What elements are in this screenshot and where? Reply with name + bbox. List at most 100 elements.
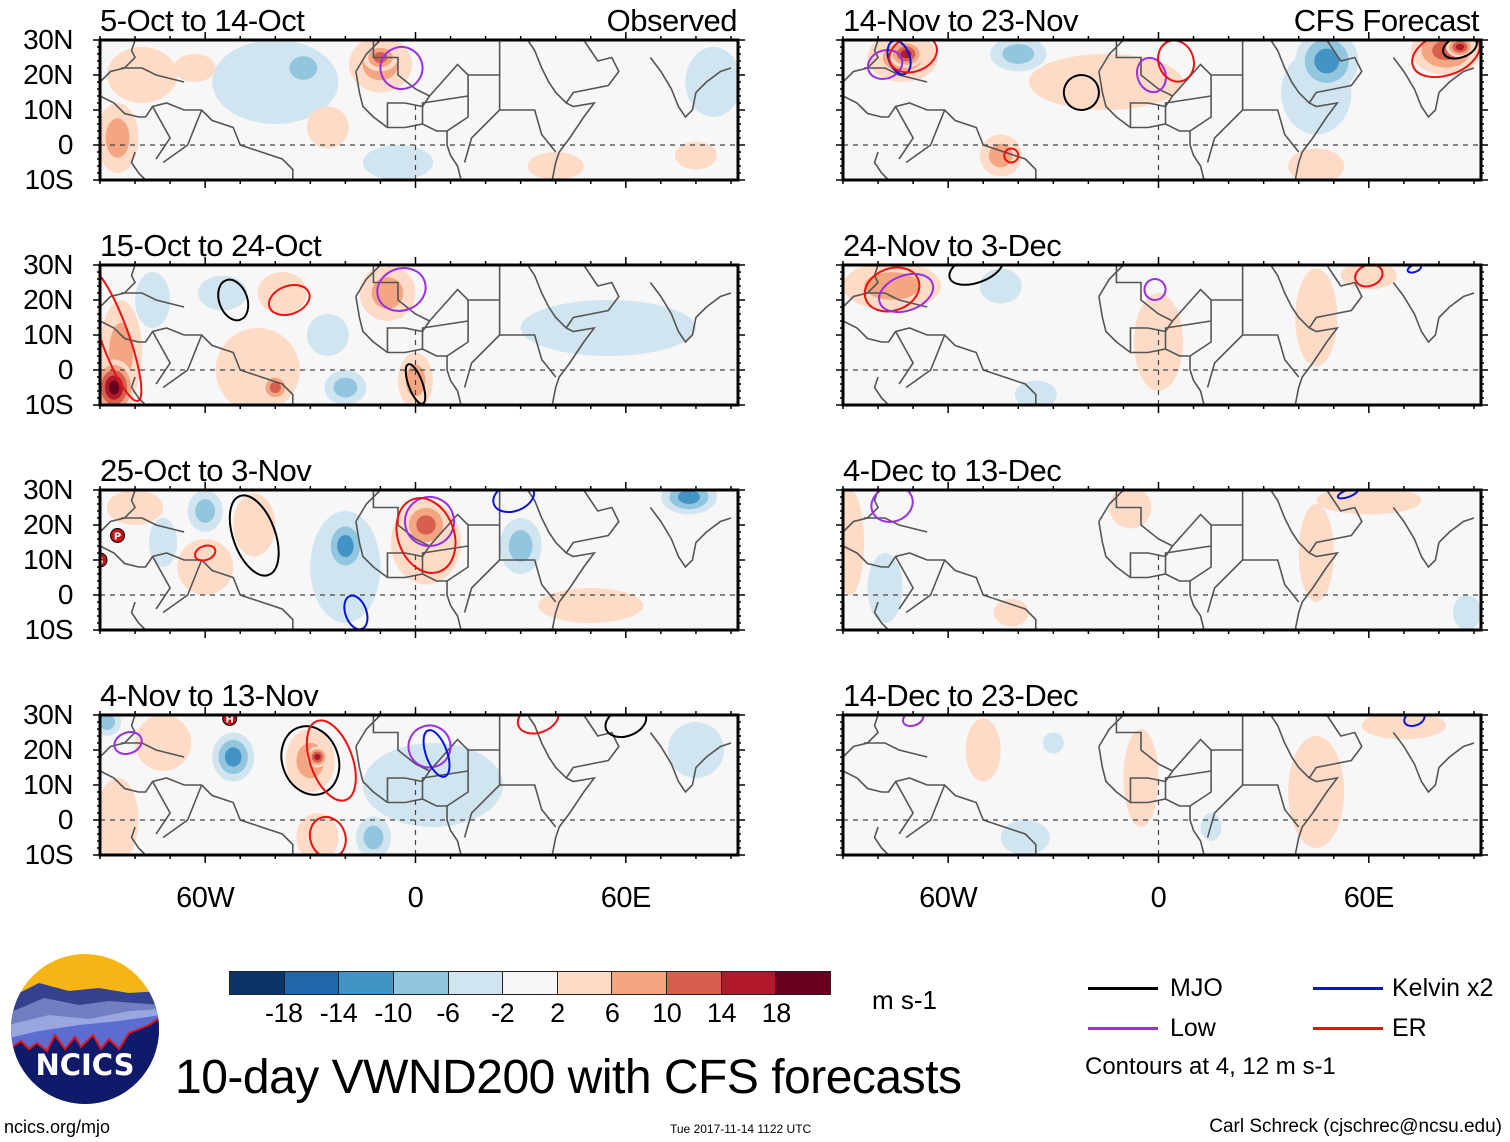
positive-anomaly [177, 539, 234, 595]
latitude-tick-label: 30N [23, 249, 73, 280]
coastline [1206, 109, 1244, 163]
footer-url[interactable]: ncics.org/mjo [4, 1117, 111, 1137]
contour-mjo [1062, 73, 1100, 112]
latitude-tick-label: 30N [23, 24, 73, 55]
negative-anomaly [1002, 44, 1035, 64]
colorbar-swatch [557, 972, 613, 994]
negative-anomaly [289, 56, 318, 80]
panel-title: 24-Nov to 3-Dec [843, 228, 1062, 263]
colorbar-tick-label: -18 [264, 998, 303, 1028]
coastline [565, 715, 620, 779]
coastline [1270, 490, 1340, 630]
coastline [446, 525, 469, 582]
latitude-tick-label: 20N [23, 59, 73, 90]
coastline [905, 784, 946, 839]
latitude-tick-label: 0 [57, 804, 74, 835]
coastline [1189, 300, 1212, 357]
colorbar-tick-label: 6 [604, 998, 620, 1028]
colorbar-units: m s-1 [872, 985, 937, 1015]
coastline [527, 715, 597, 855]
colorbar-swatch [284, 972, 340, 994]
map-panel [836, 32, 1488, 188]
coastline [843, 95, 1037, 180]
coastline [421, 770, 469, 799]
coastline [1270, 715, 1340, 855]
positive-anomaly [135, 715, 192, 771]
storm-marker-label: S [96, 556, 103, 567]
colorbar-tick-label: 14 [707, 998, 737, 1028]
coastline [421, 320, 469, 349]
coastline [1206, 559, 1244, 613]
contour-kelvin-x2 [422, 729, 451, 778]
positive-anomaly [843, 490, 865, 595]
longitude-tick-label: 60E [600, 882, 652, 914]
colorbar-swatch [612, 972, 668, 994]
coastline [649, 507, 732, 569]
positive-anomaly [965, 718, 1001, 782]
latitude-tick-label: 30N [23, 474, 73, 505]
legend-label-low: Low [1170, 1014, 1216, 1042]
coastline [1164, 545, 1212, 574]
coastline [1164, 320, 1212, 349]
panel-title: 15-Oct to 24-Oct [100, 228, 322, 263]
colorbar-swatch [230, 972, 285, 994]
colorbar-swatch [667, 972, 722, 994]
coastline [355, 40, 382, 72]
positive-anomaly [233, 493, 276, 557]
legend-label-mjo: MJO [1170, 974, 1223, 1002]
coastline [151, 781, 172, 835]
contour-mjo [280, 725, 341, 796]
colorbar-swatch [776, 972, 831, 994]
positive-anomaly [105, 118, 130, 158]
legend-line-kelvin [1313, 987, 1383, 990]
contour-er [516, 715, 560, 735]
coastline [100, 770, 294, 855]
coastline [1189, 750, 1212, 807]
contour-mjo [217, 278, 250, 322]
positive-anomaly [1288, 148, 1345, 180]
forecast-tag: CFS Forecast [1293, 3, 1480, 38]
latitude-tick-label: 10N [23, 544, 73, 575]
positive-anomaly [993, 598, 1029, 627]
coastline [1115, 490, 1244, 547]
coastline [446, 300, 469, 357]
coastline [130, 826, 147, 855]
panel-title: 4-Dec to 13-Dec [843, 453, 1062, 488]
map-panel: PS [93, 482, 745, 638]
positive-anomaly [173, 54, 216, 82]
coastline [1189, 75, 1212, 132]
latitude-tick-label: 0 [57, 354, 74, 385]
negative-anomaly [685, 47, 738, 117]
coastline [151, 556, 172, 610]
coastline [121, 517, 185, 533]
positive-anomaly [100, 778, 139, 855]
coastline [1241, 75, 1300, 153]
longitude-tick-label: 0 [1150, 882, 1167, 914]
negative-anomaly [667, 722, 724, 778]
colorbar-swatch [393, 972, 449, 994]
coastline [843, 265, 880, 308]
latitude-tick-label: 10S [24, 839, 74, 870]
coastline [1164, 770, 1212, 799]
colorbar-tick-label: 2 [550, 998, 565, 1028]
colorbar-tick-label: -6 [436, 998, 460, 1028]
positive-anomaly [1316, 490, 1422, 515]
map-panel [836, 707, 1488, 863]
negative-anomaly [195, 499, 216, 523]
coastline [498, 75, 557, 153]
negative-anomaly [1042, 732, 1064, 754]
coastline [121, 292, 185, 308]
longitude-tick-label: 60W [919, 882, 978, 914]
coastline [1115, 40, 1244, 97]
coastline [162, 784, 203, 839]
negative-anomaly [306, 314, 349, 356]
panel-title: 4-Nov to 13-Nov [100, 678, 319, 713]
contour-er [1003, 147, 1020, 164]
negative-anomaly [508, 530, 533, 562]
figure-title: 10-day VWND200 with CFS forecasts [175, 1051, 962, 1104]
coastline [873, 376, 890, 405]
coastline [1308, 265, 1363, 329]
legend-line-er [1313, 1027, 1383, 1030]
coastline [1115, 715, 1244, 772]
colorbar [229, 971, 831, 995]
